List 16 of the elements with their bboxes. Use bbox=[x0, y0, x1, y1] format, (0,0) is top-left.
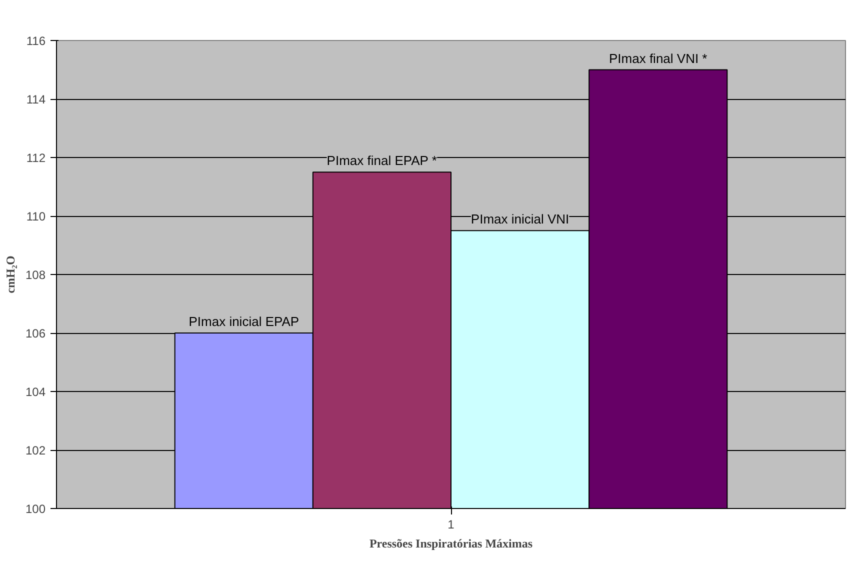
y-tick-label: 100 bbox=[25, 502, 46, 516]
y-tick-label: 106 bbox=[25, 326, 46, 340]
x-tick-label: 1 bbox=[448, 518, 455, 532]
y-tick-label: 102 bbox=[25, 444, 46, 458]
y-axis-title: cmH₂O bbox=[3, 256, 18, 294]
y-tick-label: 108 bbox=[25, 268, 46, 282]
y-tick-label: 110 bbox=[26, 210, 46, 224]
y-tick-label: 114 bbox=[26, 92, 46, 106]
y-tick-label: 104 bbox=[25, 385, 46, 399]
y-tick-label: 112 bbox=[26, 151, 46, 165]
series-label: PImax inicial VNI bbox=[470, 212, 570, 227]
series-label: PImax inicial EPAP bbox=[188, 314, 300, 329]
y-tick-label: 116 bbox=[26, 34, 46, 48]
x-axis-title: Pressões Inspiratórias Máximas bbox=[369, 536, 533, 550]
series-label: PImax final VNI * bbox=[608, 50, 708, 66]
series-label: PImax final EPAP * bbox=[326, 153, 437, 168]
